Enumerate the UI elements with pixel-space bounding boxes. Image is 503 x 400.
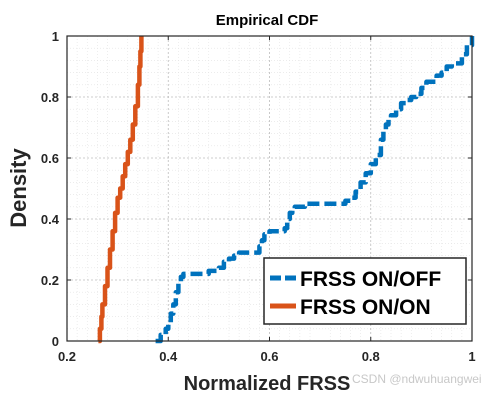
chart-title: Empirical CDF: [216, 12, 319, 29]
legend-label: FRSS ON/OFF: [300, 268, 441, 291]
series-line-frss-on-on: [97, 36, 144, 344]
x-tick-label: 0.6: [260, 349, 278, 364]
x-tick-label: 0.2: [58, 349, 76, 364]
series-layer: [97, 36, 475, 344]
legend-box: [263, 257, 467, 325]
y-tick-label: 0: [52, 334, 59, 349]
y-tick-label: 1: [52, 29, 59, 44]
x-tick-label: 1: [468, 349, 475, 364]
y-tick-label: 0.8: [41, 90, 59, 105]
y-tick-label: 0.2: [41, 273, 59, 288]
legend: FRSS ON/OFF FRSS ON/ON: [263, 257, 467, 325]
legend-label: FRSS ON/ON: [300, 296, 431, 319]
y-tick-label: 0.4: [41, 212, 60, 227]
x-axis-label: Normalized FRSS: [184, 373, 351, 395]
y-tick-label: 0.6: [41, 151, 59, 166]
x-tick-label: 0.4: [159, 349, 178, 364]
watermark: CSDN @ndwuhuangwei: [352, 372, 482, 386]
tick-labels: 0.2 0.4 0.6 0.8 100.20.40.60.81: [41, 29, 476, 364]
series-line-frss-on-off: [155, 36, 475, 344]
y-axis-label: Density: [6, 148, 31, 228]
x-tick-label: 0.8: [362, 349, 380, 364]
